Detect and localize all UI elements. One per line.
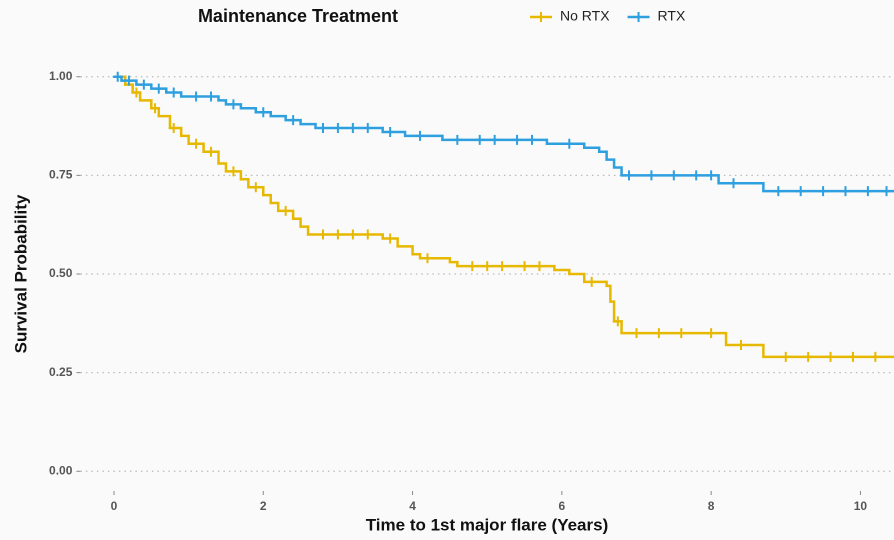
censor-mark [415,130,426,141]
censor-mark [646,170,657,181]
y-axis-title: Survival Probability [11,194,30,353]
censor-mark [526,134,537,145]
censor-mark [191,91,202,102]
censor-mark [803,351,814,362]
censor-mark [347,123,358,134]
censor-mark [780,351,791,362]
censor-mark [706,328,717,339]
x-tick-label: 2 [260,499,267,513]
censor-mark [206,91,217,102]
censor-mark [206,146,217,157]
censor-mark [385,126,396,137]
legend-swatch-marker [536,12,546,22]
censor-mark [228,166,239,177]
survival-curve [113,75,894,359]
censor-mark [150,103,161,114]
legend-title: Maintenance Treatment [198,6,398,26]
censor-mark [138,79,149,90]
censor-mark [131,87,142,98]
y-tick-label: 0.50 [49,266,73,280]
censor-mark [653,328,664,339]
legend-swatch-marker [633,12,644,22]
censor-mark [735,340,746,351]
x-tick-label: 6 [558,499,565,513]
censor-mark [422,253,433,264]
legend-label: No RTX [560,8,610,24]
censor-mark [512,134,523,145]
censor-mark [317,123,328,134]
censor-mark [676,328,687,339]
censor-mark [825,351,836,362]
censor-mark [497,261,508,272]
censor-mark [474,134,485,145]
censor-mark [168,123,179,134]
censor-mark [795,186,806,197]
censor-mark [706,170,717,181]
censor-mark [332,229,343,240]
censor-mark [489,134,500,145]
censor-mark [773,186,784,197]
censor-mark [288,115,299,126]
censor-mark [564,138,575,149]
censor-mark [452,134,463,145]
censor-mark [250,182,261,193]
censor-mark [624,170,635,181]
censor-mark [258,107,269,118]
censor-mark [168,87,179,98]
censor-mark [691,170,702,181]
censor-mark [862,186,873,197]
censor-mark [347,229,358,240]
censor-mark [847,351,858,362]
censor-mark [482,261,493,272]
censor-mark [631,328,642,339]
survival-curve [113,75,894,193]
censor-mark [153,83,164,94]
censor-mark [467,261,478,272]
y-tick-label: 0.75 [49,168,73,182]
censor-mark [362,229,373,240]
x-tick-label: 8 [708,499,715,513]
x-tick-label: 10 [854,499,868,513]
y-tick-label: 0.25 [49,365,73,379]
censor-mark [728,178,739,189]
x-axis-title: Time to 1st major flare (Years) [366,515,609,534]
censor-mark [612,316,623,327]
censor-mark [123,75,134,86]
censor-mark [317,229,328,240]
censor-mark [870,351,881,362]
censor-mark [586,276,597,287]
y-tick-label: 1.00 [49,69,73,83]
censor-mark [534,261,545,272]
censor-mark [385,233,396,244]
censor-mark [519,261,530,272]
y-tick-label: 0.00 [49,463,73,477]
censor-mark [362,123,373,134]
censor-mark [112,71,123,82]
censor-mark [191,138,202,149]
censor-mark [332,123,343,134]
censor-mark [881,186,892,197]
censor-mark [280,205,291,216]
censor-mark [228,99,239,110]
censor-mark [818,186,829,197]
x-tick-label: 4 [409,499,416,513]
legend-label: RTX [658,8,686,24]
censor-mark [840,186,851,197]
x-tick-label: 0 [111,499,118,513]
censor-mark [668,170,679,181]
